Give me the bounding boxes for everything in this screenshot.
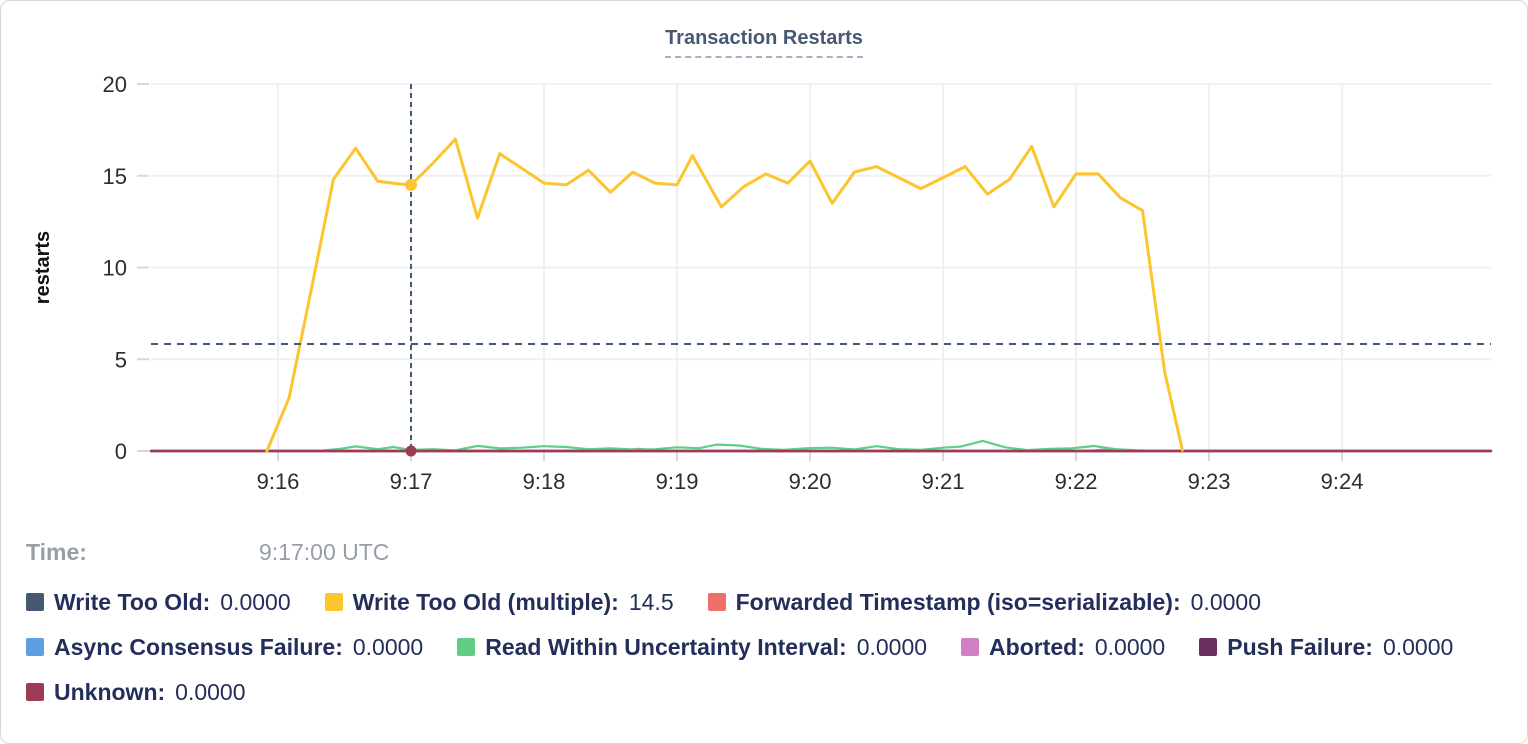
- legend-label: Unknown:: [54, 678, 166, 705]
- legend-label: Write Too Old:: [54, 588, 211, 615]
- legend-row: Async Consensus Failure: 0.0000 Read Withi…: [26, 632, 1502, 662]
- legend-item-read-within-uncertainty-interval: Read Within Uncertainty Interval: 0.0000: [457, 634, 927, 661]
- legend-value: 0.0000: [352, 633, 424, 660]
- hover-dot-unknown: [405, 445, 417, 457]
- legend-row: Unknown: 0.0000: [26, 677, 1502, 707]
- x-tick-label: 9:16: [257, 469, 300, 494]
- legend-swatch-icon: [457, 638, 476, 656]
- time-value: 9:17:00 UTC: [259, 539, 390, 565]
- y-tick-label: 10: [103, 256, 127, 281]
- legend-value: 14.5: [628, 588, 674, 615]
- legend-item-async-consensus-failure: Async Consensus Failure: 0.0000: [26, 634, 423, 661]
- hover-dot-write-too-old-multiple: [405, 178, 418, 191]
- y-tick-label: 5: [115, 347, 127, 372]
- legend-swatch-icon: [707, 593, 726, 611]
- transaction-restarts-chart[interactable]: 0 5 10 15 20 9:16 9:17 9:18 9:19 9:20 9:21 9:22 9:23…: [1, 1, 1528, 513]
- legend-item-aborted: Aborted: 0.0000: [961, 634, 1165, 661]
- y-axis-label: restarts: [32, 231, 54, 304]
- legend-value: 0.0000: [856, 633, 928, 660]
- legend-item-unknown: Unknown: 0.0000: [26, 679, 246, 706]
- x-tick-label: 9:21: [922, 469, 965, 494]
- legend-swatch-icon: [26, 593, 44, 611]
- x-tick-label: 9:22: [1055, 469, 1098, 494]
- legend-label: Forwarded Timestamp (iso=serializable):: [735, 588, 1181, 615]
- legend-value: 0.0000: [1094, 633, 1166, 660]
- legend-row: Write Too Old: 0.0000 Write Too Old (multi…: [26, 587, 1502, 617]
- legend-item-push-failure: Push Failure: 0.0000: [1199, 634, 1453, 661]
- x-tick-label: 9:24: [1321, 469, 1364, 494]
- time-label: Time:: [26, 539, 87, 565]
- legend-value: 0.0000: [1382, 633, 1454, 660]
- legend-swatch-icon: [26, 683, 44, 701]
- legend-swatch-icon: [324, 593, 343, 611]
- legend-label: Write Too Old (multiple):: [352, 588, 619, 615]
- chart-title-wrap: Transaction Restarts: [1, 27, 1527, 58]
- chart-legend: Write Too Old: 0.0000 Write Too Old (multi…: [26, 587, 1502, 722]
- x-tick-label: 9:23: [1188, 469, 1231, 494]
- y-tick-label: 20: [103, 72, 127, 97]
- chart-title[interactable]: Transaction Restarts: [665, 27, 863, 58]
- legend-label: Push Failure:: [1227, 633, 1373, 660]
- x-tick-label: 9:19: [656, 469, 699, 494]
- legend-swatch-icon: [26, 638, 44, 656]
- time-row: Time: 9:17:00 UTC: [1, 539, 1527, 569]
- series-line-write-too-old-multiple: [265, 137, 1184, 453]
- x-tick-label: 9:18: [523, 469, 566, 494]
- x-tick-label: 9:17: [390, 469, 433, 494]
- legend-value: 0.0000: [220, 588, 291, 615]
- y-tick-label: 15: [103, 164, 127, 189]
- series-line-read-within-uncertainty-interval: [316, 439, 1162, 453]
- legend-swatch-icon: [1199, 638, 1218, 656]
- y-tick-label: 0: [115, 439, 127, 464]
- legend-label: Read Within Uncertainty Interval:: [485, 633, 847, 660]
- legend-value: 0.0000: [175, 678, 246, 705]
- legend-label: Async Consensus Failure:: [54, 633, 343, 660]
- legend-item-write-too-old: Write Too Old: 0.0000: [26, 589, 291, 616]
- legend-item-forwarded-timestamp-iso-serializable: Forwarded Timestamp (iso=serializable): 0…: [707, 588, 1261, 616]
- legend-item-write-too-old-multiple: Write Too Old (multiple): 14.5: [324, 588, 674, 616]
- legend-label: Aborted:: [989, 633, 1085, 660]
- x-tick-label: 9:20: [789, 469, 832, 494]
- legend-value: 0.0000: [1190, 588, 1261, 615]
- legend-swatch-icon: [961, 638, 980, 656]
